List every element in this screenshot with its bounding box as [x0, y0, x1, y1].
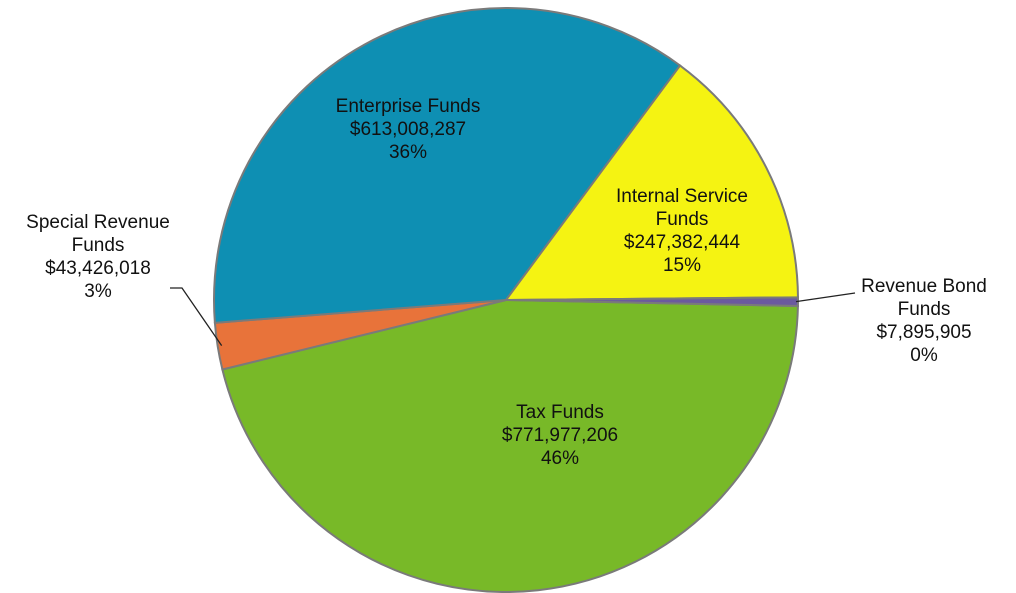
- data-label-enterprise-funds: Enterprise Funds $613,008,287 36%: [336, 96, 481, 163]
- data-label-internal-service-funds: Internal Service Funds $247,382,444 15%: [616, 186, 748, 276]
- data-label-line: 0%: [910, 345, 938, 366]
- data-label-tax-funds: Tax Funds $771,977,206 46%: [502, 402, 618, 469]
- pie-slice-tax-funds: [221, 298, 799, 593]
- data-label-line: Tax Funds: [516, 402, 604, 423]
- data-label-line: 46%: [541, 448, 579, 469]
- data-label-line: Funds: [72, 235, 125, 256]
- data-label-line: $771,977,206: [502, 425, 618, 446]
- pie-slice-internal-service-funds: [503, 64, 799, 302]
- data-label-line: Special Revenue: [26, 212, 170, 233]
- data-labels: Tax Funds $771,977,206 46%Special Revenue F…: [26, 96, 987, 469]
- data-label-revenue-bond-funds: Revenue Bond Funds $7,895,905 0%: [861, 276, 987, 366]
- data-label-line: $7,895,905: [876, 322, 971, 343]
- leader-line-special-revenue-funds: [170, 287, 223, 347]
- data-label-special-revenue-funds: Special Revenue Funds $43,426,018 3%: [26, 212, 170, 302]
- pie-slices: [213, 7, 799, 593]
- data-label-line: $43,426,018: [45, 258, 151, 279]
- data-label-line: Internal Service: [616, 186, 748, 207]
- pie-slice-enterprise-funds: [213, 7, 682, 324]
- leader-line-revenue-bond-funds: [795, 292, 856, 303]
- data-label-line: Funds: [898, 299, 951, 320]
- data-label-line: 15%: [663, 255, 701, 276]
- leader-lines: [170, 287, 856, 347]
- data-label-line: Enterprise Funds: [336, 96, 481, 117]
- data-label-line: $613,008,287: [350, 119, 466, 140]
- data-label-line: Revenue Bond: [861, 276, 987, 297]
- data-label-line: 3%: [84, 281, 112, 302]
- data-label-line: Funds: [656, 209, 709, 230]
- data-label-line: 36%: [389, 142, 427, 163]
- data-label-line: $247,382,444: [624, 232, 741, 253]
